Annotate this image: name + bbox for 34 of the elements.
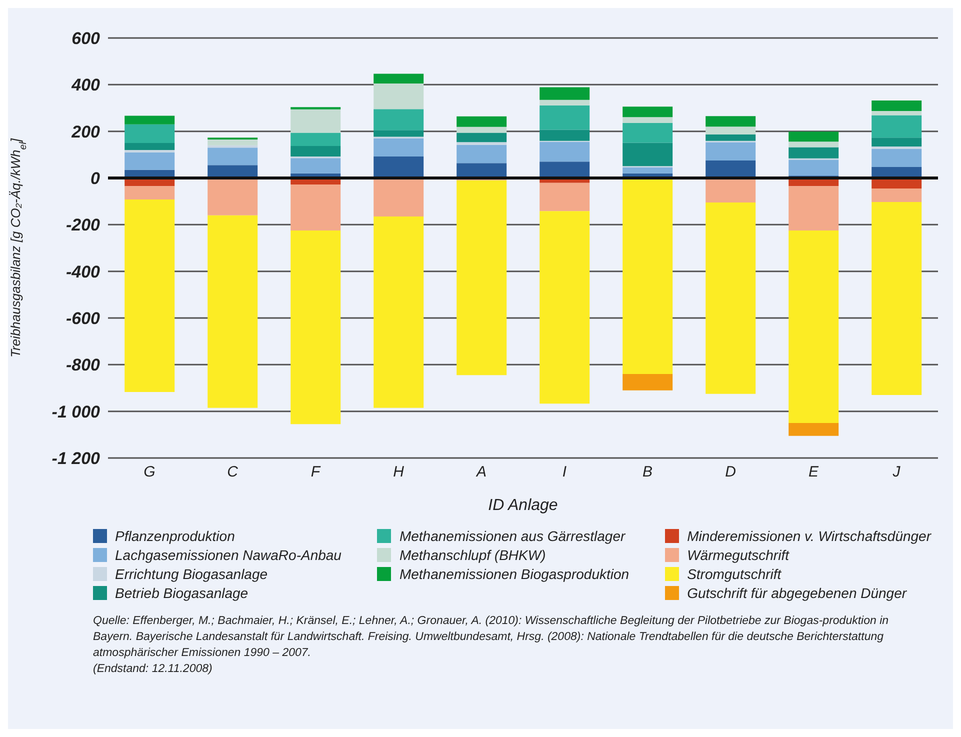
y-tick-label: 600 [72,29,101,48]
legend-label: Betrieb Biogasanlage [115,585,248,601]
legend-label: Stromgutschrift [687,566,782,582]
legend-label: Methanschlupf (BHKW) [399,547,546,563]
x-tick-label: I [562,464,567,481]
legend-label: Wärmegutschrift [687,547,789,563]
y-tick-label: -1 000 [52,402,101,422]
y-tick-label: -400 [66,262,101,282]
y-tick-label: 0 [90,169,101,188]
x-tick-label: E [808,464,820,481]
x-tick-label: J [892,464,901,481]
x-tick-label: C [227,464,238,481]
legend-label: Minderemissionen v. Wirtschaftsdünger [687,528,931,544]
x-tick-label: G [144,464,156,481]
text: (Endstand: 12.11.2008) [93,662,214,678]
y-tick-label: -1 200 [52,449,101,468]
y-tick-label: -600 [66,309,101,328]
legend-label: Pflanzenproduktion [115,528,235,544]
x-tick-label: A [475,464,487,481]
x-axis-title: ID Anlage [488,497,558,514]
legend-label: Methanemissionen Biogasproduktion [399,566,630,582]
x-tick-label: H [393,464,404,481]
y-tick-label: 200 [70,122,101,142]
legend-label: Methanemissionen aus Gärrestlager [399,528,626,544]
y-tick-label: -800 [66,356,101,375]
legend-label: Errichtung Biogasanlage [115,566,268,582]
y-tick-label: -200 [66,216,101,235]
legend-label: Lachgasemissionen NawaRo-Anbau [115,547,342,563]
x-tick-label: D [725,464,736,481]
y-tick-label: 400 [70,76,101,95]
legend-label: Gutschrift für abgegebenen Dünger [687,585,907,601]
x-tick-label: F [310,464,321,481]
x-tick-label: B [642,464,653,481]
source-note: Quelle: Effenberger, M.; Bachmaier, H.; Kränsel, E.; Lehner, A.; Gronauer, A. (2010): Wissenschaftliche Begleitung der Pilotbetriebe zur Biogas-produktion in Bayern. Bayerische Landesanstalt für Landwirtschaft. Freising. Umweltbundesamt, Hrsg. (2008): Nationale Trendtabellen für die deutsche Berichterstattung atmosphärischer Emissionen 1990 – 2007. [93,614,890,662]
